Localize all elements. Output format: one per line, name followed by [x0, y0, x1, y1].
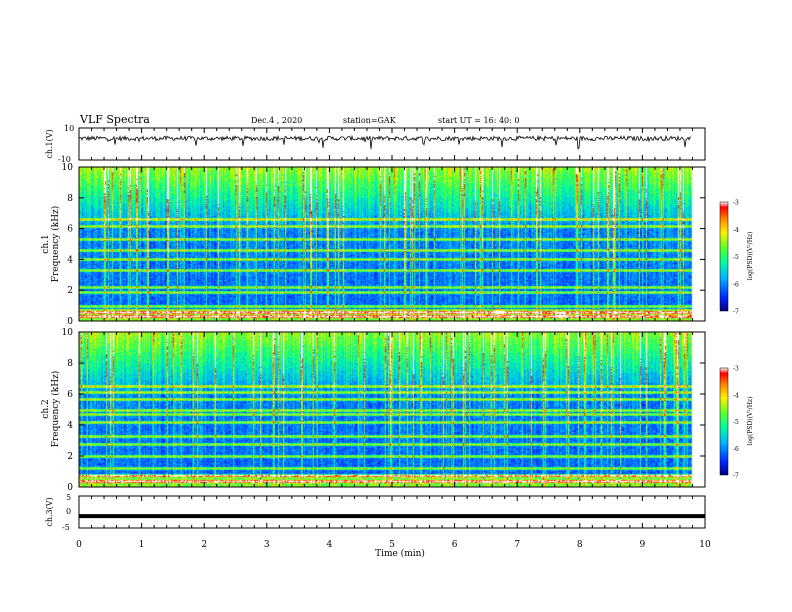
ch3-ylabel: ch.3(V)	[45, 497, 54, 526]
ch2-spectrogram-image	[79, 332, 705, 487]
ch2-spec-ylabel-line1: ch.2	[41, 399, 51, 418]
freq-tick-label: 8	[67, 194, 73, 204]
x-tick-label: 9	[640, 540, 646, 550]
freq-tick-label: 4	[67, 255, 73, 265]
colorbar-tick-label: -5	[733, 419, 739, 426]
ch1-spec-ylabel-line2: Frequency (kHz)	[50, 206, 61, 283]
ch1-ytick-bottom: -10	[58, 155, 71, 164]
colorbar-tick-label: -7	[733, 473, 739, 480]
x-tick-label: 7	[514, 540, 520, 550]
x-tick-label: 10	[699, 540, 711, 550]
freq-tick-label: 8	[67, 359, 73, 369]
freq-tick-label: 10	[62, 328, 74, 338]
ch2-colorbar: -3 -4 -5 -6 -7 log(PSD)(V²/Hz)	[719, 366, 754, 480]
freq-tick-label: 0	[67, 483, 73, 493]
x-tick-label: 3	[264, 540, 270, 550]
ch3-ytick-bottom: -5	[62, 523, 70, 532]
ch1-waveform-panel: 10 -10 ch.1(V)	[45, 124, 706, 164]
freq-tick-label: 6	[67, 225, 73, 235]
x-axis-label: Time (min)	[375, 548, 425, 559]
freq-tick-label: 2	[67, 452, 73, 462]
ch2-colorbar-label: log(PSD)(V²/Hz)	[747, 397, 754, 446]
x-tick-label: 5	[389, 540, 395, 550]
ch1-spec-ylabel-line1: ch.1	[41, 234, 51, 253]
x-tick-label: 0	[76, 540, 82, 550]
colorbar-tick-label: -4	[733, 227, 739, 234]
freq-tick-label: 6	[67, 390, 73, 400]
station-label: station=GAK	[343, 116, 397, 125]
freq-tick-label: 2	[67, 286, 73, 296]
ch3-waveform-panel: 5 0 -5 ch.3(V)	[45, 493, 706, 532]
date-label: Dec.4 , 2020	[251, 116, 302, 125]
ch1-colorbar: -3 -4 -5 -6 -7 log(PSD)(V²/Hz)	[719, 200, 754, 316]
ch1-ylabel: ch.1(V)	[45, 129, 54, 158]
colorbar-tick-label: -5	[733, 254, 739, 261]
x-tick-label: 1	[139, 540, 145, 550]
colorbar-tick-label: -7	[733, 309, 739, 316]
figure-title: VLF Spectra	[79, 113, 150, 126]
ch2-spectrogram-panel: 0 2 4 6 8 10 ch.2 Frequency (kHz)	[41, 328, 706, 493]
ch2-spec-ylabel-line2: Frequency (kHz)	[50, 371, 61, 448]
ch1-ytick-top: 10	[64, 124, 74, 133]
colorbar-tick-label: -4	[733, 392, 739, 399]
ch1-waveform-line	[78, 134, 691, 150]
ch3-ytick-mid: 0	[66, 507, 71, 516]
ch1-spectrogram-image	[79, 167, 705, 321]
colorbar-tick-label: -6	[733, 281, 739, 288]
x-tick-label: 8	[577, 540, 583, 550]
freq-tick-label: 4	[67, 421, 73, 431]
freq-tick-label: 0	[67, 317, 73, 327]
start-time-label: start UT = 16: 40: 0	[438, 116, 519, 125]
freq-tick-label: 10	[62, 163, 74, 173]
colorbar-tick-label: -3	[733, 366, 739, 373]
ch1-colorbar-label: log(PSD)(V²/Hz)	[747, 232, 754, 281]
colorbar-tick-label: -3	[733, 200, 739, 207]
x-tick-label: 4	[327, 540, 333, 550]
colorbar-tick-label: -6	[733, 446, 739, 453]
ch3-ytick-top: 5	[66, 493, 71, 502]
x-tick-label: 6	[452, 540, 458, 550]
x-tick-label: 2	[201, 540, 207, 550]
ch1-spectrogram-panel: 0 2 4 6 8 10 ch.1 Frequency (kHz)	[41, 163, 706, 327]
